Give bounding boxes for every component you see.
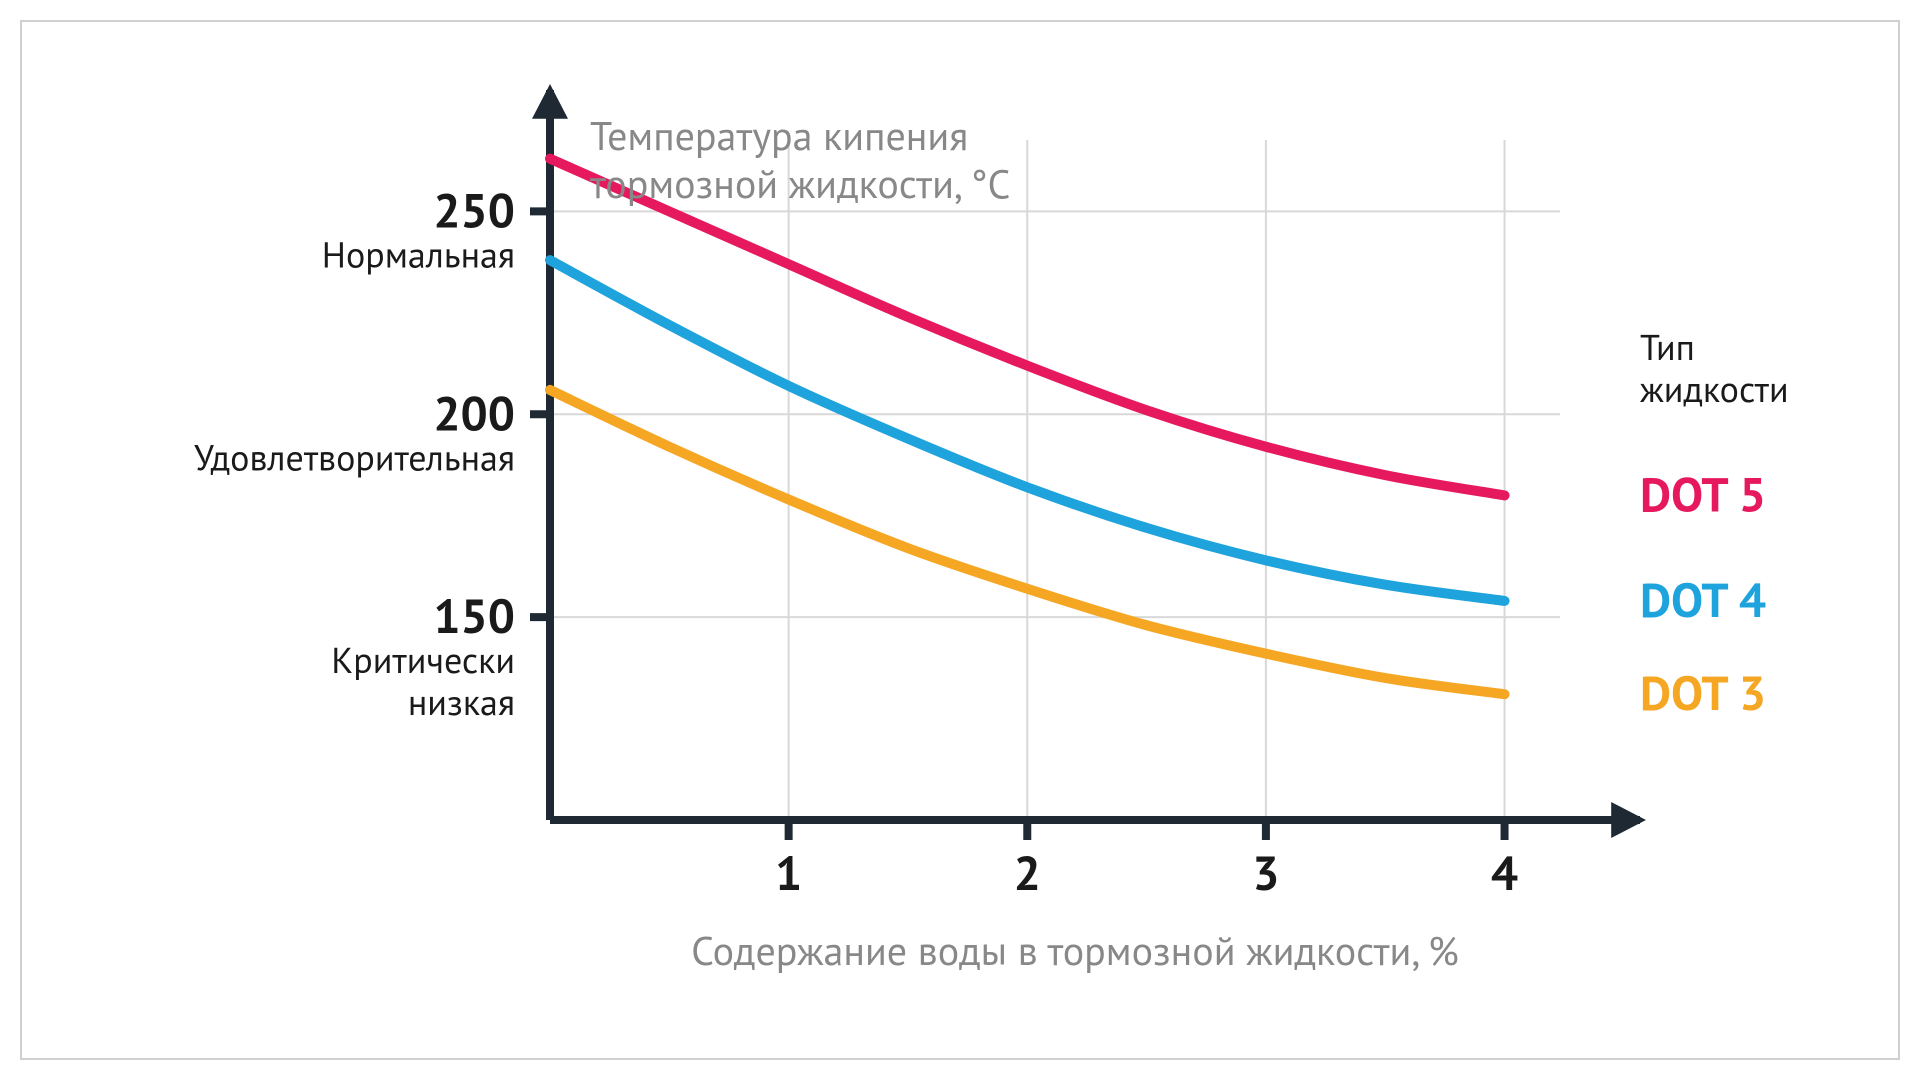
legend-title: жидкости: [1640, 365, 1789, 412]
y-tick-label: низкая: [408, 678, 515, 725]
x-tick-number: 2: [1014, 842, 1041, 904]
x-tick-number: 4: [1491, 842, 1518, 904]
y-tick-label: Удовлетворительная: [194, 433, 515, 480]
labels: 250Нормальная200Удовлетворительная150Кри…: [194, 110, 1789, 977]
legend-item-dot-4: DOT 4: [1640, 569, 1766, 631]
x-tick-number: 3: [1252, 842, 1279, 904]
y-tick-label: Критически: [331, 636, 515, 683]
brake-fluid-chart: 250Нормальная200Удовлетворительная150Кри…: [0, 0, 1920, 1080]
y-axis-title: тормозной жидкости, °C: [590, 158, 1010, 210]
x-tick-number: 1: [775, 842, 802, 904]
y-tick-label: Нормальная: [322, 230, 515, 277]
x-axis-title: Содержание воды в тормозной жидкости, %: [691, 925, 1459, 977]
legend-item-dot-5: DOT 5: [1640, 463, 1766, 525]
y-axis-title: Температура кипения: [590, 110, 968, 162]
x-axis-arrow: [1611, 802, 1646, 838]
y-axis-arrow: [532, 84, 568, 119]
legend-item-dot-3: DOT 3: [1640, 662, 1766, 724]
legend-title: Тип: [1640, 323, 1695, 370]
